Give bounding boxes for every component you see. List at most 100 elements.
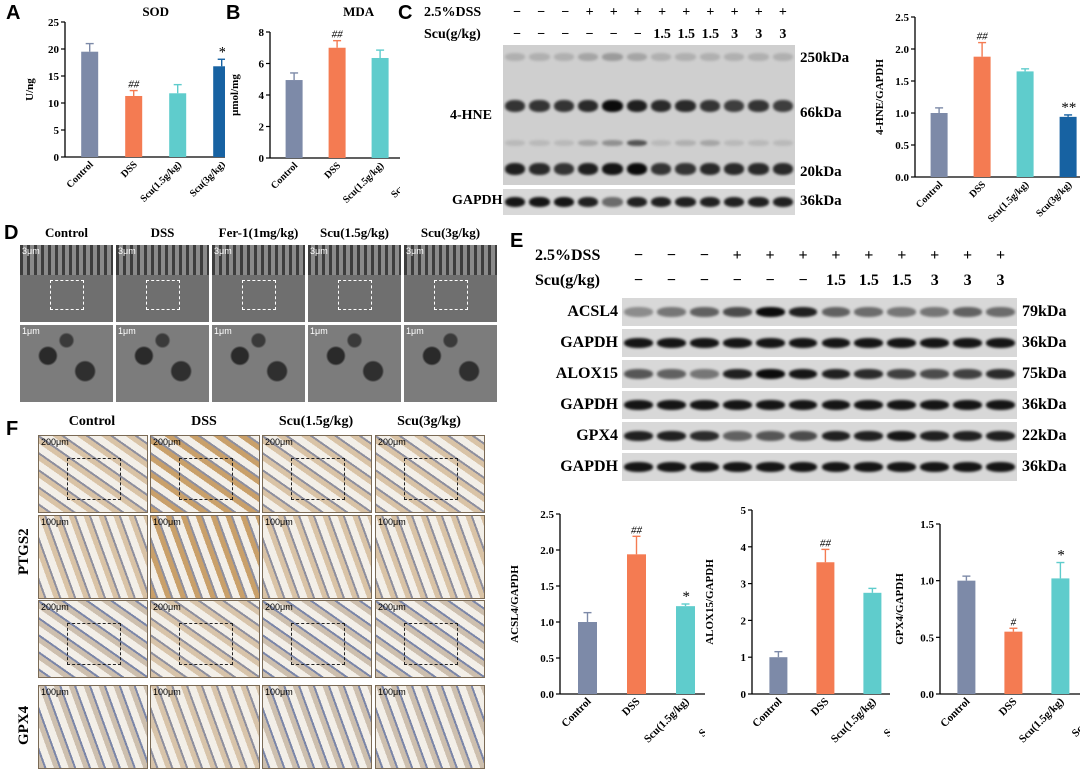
ihc-scale-bar: 100μm	[378, 687, 406, 697]
treatment-cell: −	[765, 272, 775, 289]
treatment-cell: +	[754, 5, 763, 20]
treatment-cell: −	[609, 27, 618, 42]
hne-bar	[1059, 116, 1077, 177]
sod-title: SOD	[142, 4, 169, 19]
blot-band	[602, 100, 623, 112]
ihc-high-mag: 100μm	[375, 515, 485, 599]
tem-column-header: DSS	[150, 225, 175, 240]
blot-band	[578, 100, 599, 112]
ihc-scale-bar: 200μm	[378, 602, 406, 612]
blot-band	[821, 431, 851, 441]
gpx4-bar	[957, 580, 976, 694]
mda-ytick-label: 2	[259, 122, 265, 134]
blot-band	[529, 140, 550, 146]
blot-e-scu-row: − − − − − −1.5 1.5 1.5 3 3 3	[622, 272, 1017, 294]
blot-band	[788, 462, 818, 472]
blot-band	[821, 307, 851, 317]
blot-band	[699, 53, 720, 61]
sod-ytick-label: 10	[48, 98, 60, 110]
blot-band	[953, 400, 983, 410]
ihc-high-mag: 100μm	[150, 685, 260, 769]
blot-band	[553, 53, 574, 61]
treatment-cell: −	[561, 27, 570, 42]
blot-e-kda: 75kDa	[1022, 365, 1067, 382]
alox15-ytick-label: 5	[741, 505, 747, 517]
alox15-ytick-label: 0	[741, 689, 747, 701]
blot-band	[854, 338, 884, 348]
sod-chart: SOD 0 5 10 15 20 25 U/ng Control ## DSSScu(1.5g/kg…	[24, 4, 225, 205]
sod-category-label: Scu(1.5g/kg)	[139, 159, 184, 204]
hne-bar	[973, 56, 991, 177]
blot-band	[624, 338, 653, 348]
treatment-cell: −	[798, 272, 808, 289]
blot-band	[578, 197, 599, 207]
treatment-cell: −	[732, 272, 742, 289]
gpx4-ylabel: GPX4/GAPDH	[894, 573, 906, 645]
blot-band	[854, 369, 884, 379]
gpx4-category-label: Control	[938, 696, 972, 730]
blot-band	[626, 140, 647, 146]
blot-band	[821, 369, 851, 379]
blot-band	[529, 163, 550, 175]
treatment-cell: +	[585, 5, 594, 20]
mda-ylabel: μmol/mg	[229, 74, 241, 116]
blot-band	[986, 431, 1015, 441]
blot-band	[626, 100, 647, 112]
hne-ytick-label: 2.5	[895, 12, 909, 24]
acsl4-ytick-label: 0.5	[540, 653, 554, 665]
blot-band	[722, 369, 752, 379]
sod-category-label: Control	[65, 159, 96, 190]
sod-ytick-label: 0	[54, 152, 60, 164]
blot-band	[722, 307, 752, 317]
treatment-cell: 1.5	[825, 272, 846, 289]
treatment-cell: −	[513, 27, 522, 42]
blot-e-row-label: GAPDH	[560, 396, 618, 413]
gpx4-ytick-label: 1.5	[920, 519, 934, 531]
blot-band	[699, 140, 720, 146]
hne-bar	[930, 113, 948, 177]
alox15-category-label: Scu(3g/kg)	[882, 695, 890, 739]
ihc-scale-bar: 100μm	[153, 517, 181, 527]
gpx4-bar	[1051, 578, 1070, 694]
treatment-cell: −	[585, 27, 594, 42]
hne-bar	[1016, 71, 1034, 177]
mda-bar	[328, 47, 346, 158]
ihc-low-mag: 200μm	[150, 435, 260, 513]
treatment-cell: −	[699, 272, 709, 289]
ihc-high-mag: 100μm	[262, 515, 372, 599]
blot-c-dss-row: − − − + + + + + + + + +	[505, 5, 795, 25]
panel-letter-d: D	[4, 222, 19, 244]
blot-band	[722, 338, 752, 348]
tem-low-mag: 3μm	[116, 245, 209, 322]
blot-e-kda: 22kDa	[1022, 427, 1067, 444]
tem-scale-bar: 1μm	[22, 326, 40, 336]
sod-bar	[81, 51, 99, 158]
blot-band	[505, 163, 526, 175]
treatment-cell: 1.5	[701, 27, 720, 42]
acsl4-bar	[676, 606, 695, 694]
ihc-zoom-box	[404, 623, 458, 665]
blot-band	[748, 53, 769, 61]
tem-column-header: Scu(1.5g/kg)	[320, 225, 389, 240]
blot-band	[722, 462, 752, 472]
treatment-cell: +	[706, 5, 715, 20]
tem-high-mag: 1μm	[308, 325, 401, 402]
ihc-zoom-box	[179, 458, 233, 500]
ihc-zoom-box	[67, 458, 121, 500]
alox15-bar	[863, 592, 882, 694]
blot-e-scu-label: Scu(g/kg)	[535, 272, 600, 289]
blot-band	[724, 100, 745, 112]
blot-band	[772, 53, 793, 61]
mda-title: MDA	[343, 4, 375, 19]
tem-scale-bar: 1μm	[310, 326, 328, 336]
treatment-cell: +	[831, 247, 841, 264]
tem-zoom-box	[50, 280, 84, 310]
tem-scale-bar: 1μm	[214, 326, 232, 336]
blot-e-dss-row: − − − + + + + + + + + +	[622, 247, 1017, 269]
hne-sig-mark: **	[1061, 100, 1077, 116]
blot-band	[953, 307, 983, 317]
blot-band	[699, 197, 720, 207]
treatment-cell: +	[682, 5, 691, 20]
treatment-cell: −	[537, 5, 546, 20]
blot-band	[624, 400, 653, 410]
